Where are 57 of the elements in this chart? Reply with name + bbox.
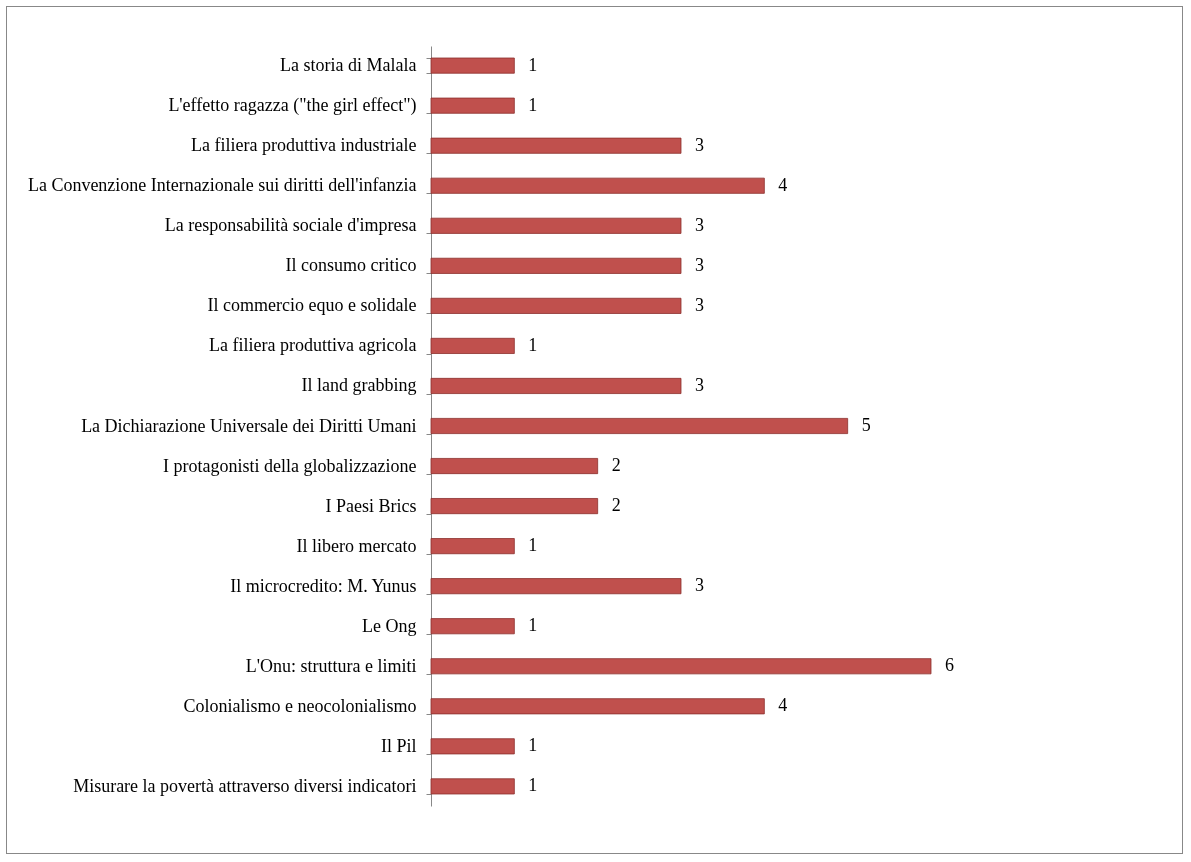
bar — [430, 217, 682, 234]
y-tick-label: La storia di Malala — [280, 55, 417, 76]
bar — [430, 297, 682, 314]
bar — [430, 417, 849, 435]
data-label: 1 — [528, 54, 538, 75]
data-label: 1 — [528, 535, 538, 556]
bar — [430, 57, 515, 74]
bar — [430, 578, 682, 595]
bar — [430, 137, 682, 154]
y-tick-label: Il microcredito: M. Yunus — [230, 575, 417, 596]
y-tick-label: Il Pil — [380, 735, 417, 756]
y-tick-label: La Dichiarazione Universale dei Diritti Umani — [81, 415, 417, 436]
data-label: 1 — [528, 334, 538, 355]
data-label: 4 — [778, 695, 788, 716]
bar — [430, 698, 765, 715]
data-label: 1 — [528, 775, 538, 796]
y-tick-label: L'Onu: struttura e limiti — [245, 655, 417, 676]
y-tick-label: La filiera produttiva industriale — [191, 135, 417, 156]
bar — [430, 618, 515, 635]
y-tick-label: La responsabilità sociale d'impresa — [164, 215, 417, 236]
y-tick-label: Il consumo critico — [285, 255, 417, 276]
data-label: 2 — [611, 495, 621, 516]
bar — [430, 778, 515, 795]
bar — [430, 177, 765, 194]
data-label: 3 — [695, 575, 704, 596]
data-label: 3 — [695, 134, 704, 155]
y-tick-label: La Convenzione Internazionale sui diritti dell'infanzia — [27, 175, 417, 196]
y-tick-label: Il land grabbing — [301, 375, 417, 396]
bar — [430, 658, 932, 675]
y-tick-label: Il libero mercato — [296, 535, 417, 556]
y-tick-label: Il commercio equo e solidale — [207, 295, 417, 316]
data-label: 1 — [528, 615, 538, 636]
data-label: 3 — [695, 294, 704, 315]
bar — [430, 377, 682, 394]
data-label: 3 — [695, 374, 704, 395]
data-label: 3 — [695, 214, 704, 235]
data-label: 4 — [778, 174, 788, 195]
data-label: 6 — [945, 655, 954, 676]
data-label: 1 — [528, 735, 538, 756]
bar — [430, 458, 599, 475]
y-tick-label: L'effetto ragazza ("the girl effect") — [168, 95, 417, 117]
bar — [430, 738, 515, 755]
bar — [430, 538, 515, 555]
data-label: 2 — [611, 455, 621, 476]
data-label: 5 — [861, 415, 871, 435]
y-tick-label: La filiera produttiva agricola — [209, 335, 417, 356]
y-tick-label: Colonialismo e neocolonialismo — [183, 695, 417, 716]
bar — [430, 97, 515, 114]
bar — [430, 257, 682, 274]
y-tick-label: I Paesi Brics — [325, 495, 417, 516]
y-tick-label: I protagonisti della globalizzazione — [163, 455, 417, 476]
data-label: 3 — [695, 254, 704, 275]
y-tick-label: Misurare la povertà attraverso diversi indicatori — [73, 775, 417, 796]
data-label: 1 — [528, 94, 538, 115]
bar — [430, 337, 515, 354]
bar — [430, 498, 599, 515]
y-tick-label: Le Ong — [362, 615, 417, 636]
